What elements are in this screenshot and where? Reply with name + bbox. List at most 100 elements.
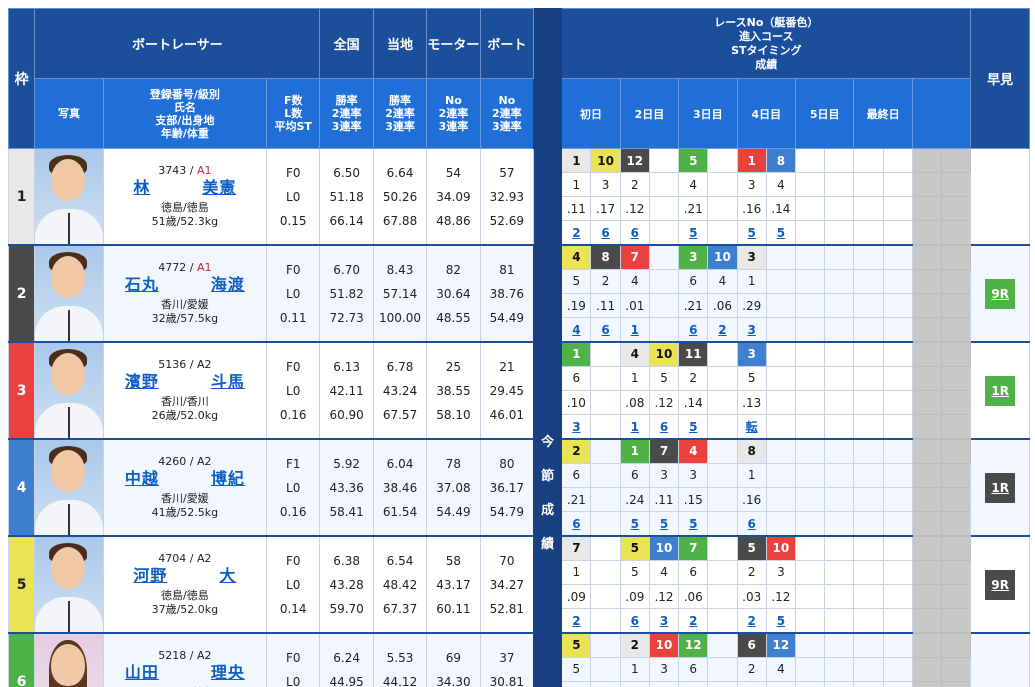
result-link[interactable]: 6	[747, 516, 756, 531]
rate-line: 3連率	[331, 120, 362, 133]
grid-cell-empty	[824, 292, 855, 319]
grid-cell-empty	[882, 340, 913, 367]
result-link[interactable]: 5	[630, 516, 639, 531]
race-result[interactable]: 5	[765, 608, 797, 634]
result-link[interactable]: 5	[689, 516, 698, 531]
entry-course: 4	[619, 268, 650, 295]
result-link[interactable]: 5	[747, 225, 756, 240]
grid-cell-empty	[590, 631, 621, 658]
f-count: F1	[285, 456, 301, 471]
result-link[interactable]: 転	[745, 420, 758, 435]
grid-cell-disabled	[911, 462, 943, 489]
race-result[interactable]: 6	[648, 414, 680, 440]
racer-photo[interactable]	[34, 148, 104, 246]
stat-value: 25	[445, 359, 462, 374]
result-link[interactable]: 6	[659, 419, 669, 434]
result-link[interactable]: 5	[776, 613, 786, 628]
race-result[interactable]: 2	[678, 608, 709, 634]
race-result[interactable]: 6	[561, 511, 592, 537]
race-result[interactable]: 2	[561, 608, 592, 634]
racer-name-link[interactable]: 石丸 海渡	[104, 277, 266, 293]
grid-cell-empty	[795, 631, 826, 658]
racer-name-link[interactable]: 中越 博紀	[104, 471, 266, 487]
race-result[interactable]: 3	[561, 414, 592, 440]
racer-photo[interactable]	[34, 535, 104, 634]
race-result[interactable]: 2	[707, 317, 738, 343]
result-link[interactable]: 5	[776, 225, 786, 240]
race-result[interactable]: 5	[648, 511, 680, 537]
race-result[interactable]: 5	[765, 220, 797, 246]
result-link[interactable]: 6	[601, 322, 610, 337]
race-result[interactable]: 2	[736, 608, 767, 634]
result-link[interactable]: 3	[659, 613, 669, 628]
racer-photo[interactable]	[34, 341, 104, 440]
race-result[interactable]: 転	[736, 414, 767, 440]
avg-st: 0.15	[279, 213, 307, 228]
result-link[interactable]: 3	[747, 322, 756, 337]
fl-st: F0 L0 0.14	[265, 535, 321, 634]
entry-course: 2	[678, 365, 709, 392]
result-link[interactable]: 6	[689, 322, 698, 337]
result-link[interactable]: 5	[659, 516, 669, 531]
result-link[interactable]: 6	[630, 225, 639, 240]
result-link[interactable]: 3	[572, 419, 581, 434]
entry-course: 1	[619, 365, 650, 392]
result-link[interactable]: 2	[572, 225, 581, 240]
race-result[interactable]: 3	[736, 317, 767, 343]
result-link[interactable]: 2	[572, 613, 581, 628]
result-link[interactable]: 1	[630, 419, 639, 434]
racer-photo[interactable]	[34, 632, 104, 687]
st-timing: .06	[678, 583, 709, 610]
race-result[interactable]: 4	[561, 317, 592, 343]
race-result[interactable]: 5	[619, 511, 650, 537]
result-link[interactable]: 6	[630, 613, 639, 628]
race-result[interactable]: 1	[619, 317, 650, 343]
race-result[interactable]: 5	[736, 220, 767, 246]
racer-row: 4 4260 / A2 中越 博紀 香川/愛媛 41歳/52.5kg F1 L0 0.16 5.9…	[7, 437, 1030, 537]
racer-name-link[interactable]: 林 美憲	[104, 180, 266, 196]
race-result[interactable]: 2	[561, 220, 592, 246]
result-link[interactable]: 5	[689, 419, 698, 434]
result-link[interactable]: 6	[572, 516, 581, 531]
race-result[interactable]: 1	[619, 414, 650, 440]
grid-cell-empty	[590, 511, 621, 537]
grid-cell-empty	[795, 365, 826, 392]
race-result[interactable]: 3	[648, 608, 680, 634]
hayami-button[interactable]: 1R	[985, 472, 1016, 503]
hayami-button[interactable]: 1R	[985, 375, 1016, 406]
result-link[interactable]: 5	[689, 225, 698, 240]
racer-name-link[interactable]: 山田 理央	[104, 665, 266, 681]
reg-number: 4704	[158, 552, 187, 565]
race-result[interactable]: 5	[678, 511, 709, 537]
race-result[interactable]: 6	[736, 511, 767, 537]
grid-cell-empty	[853, 534, 884, 561]
race-result[interactable]: 5	[678, 220, 709, 246]
grid-cell-empty	[882, 631, 913, 658]
racer-photo[interactable]	[34, 244, 104, 343]
racer-name-link[interactable]: 濱野 斗馬	[104, 374, 266, 390]
race-number: 10	[765, 534, 797, 561]
racer-info-line: 氏名	[173, 100, 196, 114]
racer-name-link[interactable]: 河野 大	[104, 568, 266, 584]
result-link[interactable]: 2	[747, 613, 756, 628]
racer-subrow: 3 1 6 5 転	[9, 414, 1030, 440]
hayami-button[interactable]: 9R	[985, 278, 1016, 309]
stat-value: 34.30	[436, 674, 471, 687]
st-timing: .21	[561, 486, 592, 513]
race-result[interactable]: 6	[590, 317, 621, 343]
race-result[interactable]: 6	[619, 608, 650, 634]
stat-value: 52.81	[489, 601, 525, 616]
result-link[interactable]: 2	[718, 322, 727, 337]
racer-photo[interactable]	[34, 438, 104, 537]
hayami-button[interactable]: 9R	[985, 569, 1016, 600]
result-link[interactable]: 1	[630, 322, 639, 337]
race-result[interactable]: 6	[619, 220, 650, 246]
race-result[interactable]: 6	[678, 317, 709, 343]
stat-value: 38.76	[489, 286, 525, 301]
grid-cell-disabled	[911, 414, 943, 440]
race-result[interactable]: 6	[590, 220, 621, 246]
result-link[interactable]: 4	[572, 322, 581, 337]
race-result[interactable]: 5	[678, 414, 709, 440]
result-link[interactable]: 2	[689, 613, 698, 628]
result-link[interactable]: 6	[601, 225, 610, 240]
